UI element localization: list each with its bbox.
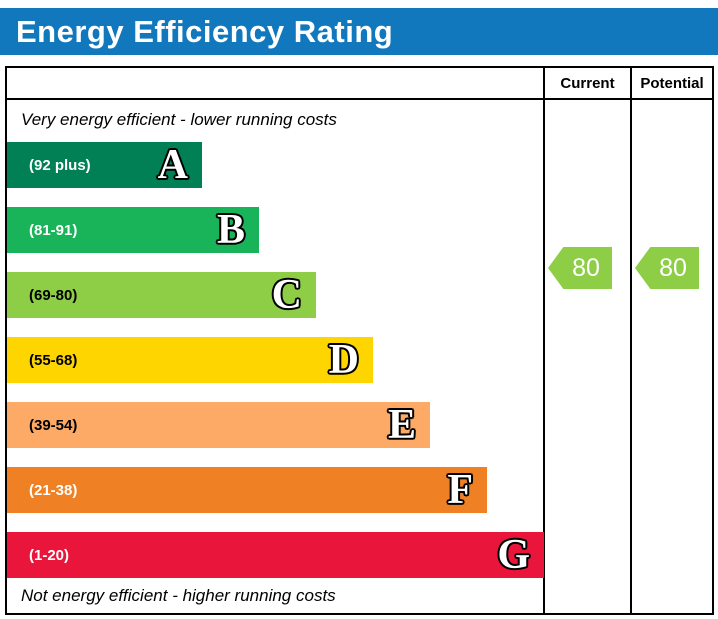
divider-potential-column xyxy=(630,68,632,613)
current-rating-arrow: 80 xyxy=(548,247,612,289)
band-letter: D xyxy=(328,337,359,383)
column-header-current: Current xyxy=(560,74,615,92)
band-row-a: (92 plus) A xyxy=(7,142,543,207)
band-row-e: (39-54) E xyxy=(7,402,543,467)
band-bar: (81-91) B xyxy=(7,207,259,253)
note-very-efficient: Very energy efficient - lower running co… xyxy=(21,110,337,129)
band-bar: (1-20) G xyxy=(7,532,544,578)
current-rating-value: 80 xyxy=(572,253,600,282)
band-row-d: (55-68) D xyxy=(7,337,543,402)
band-letter: G xyxy=(497,532,530,578)
band-bar: (55-68) D xyxy=(7,337,373,383)
band-bar: (69-80) C xyxy=(7,272,316,318)
band-range-label: (55-68) xyxy=(29,351,78,369)
potential-rating-arrow: 80 xyxy=(635,247,699,289)
band-range-label: (81-91) xyxy=(29,221,78,239)
band-bar: (21-38) F xyxy=(7,467,487,513)
band-bar: (92 plus) A xyxy=(7,142,202,188)
band-letter: C xyxy=(271,272,302,318)
band-row-b: (81-91) B xyxy=(7,207,543,272)
divider-header-row xyxy=(7,98,712,100)
band-range-label: (69-80) xyxy=(29,286,78,304)
band-range-label: (39-54) xyxy=(29,416,78,434)
band-row-c: (69-80) C xyxy=(7,272,543,337)
potential-rating-value: 80 xyxy=(659,253,687,282)
column-header-potential: Potential xyxy=(640,74,704,92)
energy-efficiency-chart: Current Potential Very energy efficient … xyxy=(5,66,714,615)
bands: (92 plus) A (81-91) B (69-80) C (55-68) … xyxy=(7,142,544,597)
band-range-label: (92 plus) xyxy=(29,156,91,174)
band-range-label: (1-20) xyxy=(29,546,70,564)
page-title: Energy Efficiency Rating xyxy=(16,13,394,49)
band-bar: (39-54) E xyxy=(7,402,430,448)
band-row-g: (1-20) G xyxy=(7,532,544,597)
band-letter: F xyxy=(447,467,473,513)
band-range-label: (21-38) xyxy=(29,481,78,499)
band-letter: A xyxy=(157,142,188,188)
divider-current-column xyxy=(543,68,545,613)
band-letter: B xyxy=(216,207,245,253)
band-row-f: (21-38) F xyxy=(7,467,543,532)
title-bar: Energy Efficiency Rating xyxy=(0,8,718,55)
note-not-efficient: Not energy efficient - higher running co… xyxy=(21,586,336,605)
band-letter: E xyxy=(387,402,416,448)
